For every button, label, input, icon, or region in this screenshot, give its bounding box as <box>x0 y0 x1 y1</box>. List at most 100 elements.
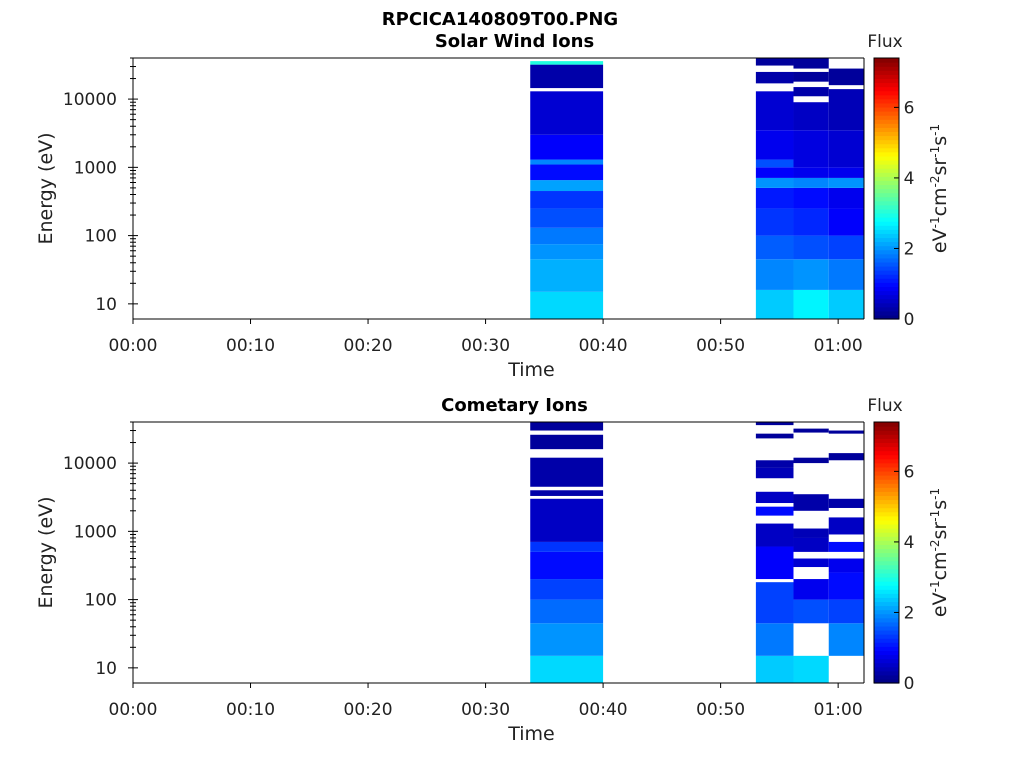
colorbar-segment <box>874 221 899 226</box>
colorbar-tick-label: 2 <box>904 603 915 623</box>
heatmap-cell <box>755 91 794 131</box>
x-tick-label: 00:20 <box>344 700 393 720</box>
heatmap-cell <box>530 551 604 580</box>
colorbar-segment <box>874 66 899 71</box>
colorbar-segment <box>874 58 899 63</box>
heatmap-cell <box>530 434 604 450</box>
colorbar-segment <box>874 438 899 443</box>
colorbar-tick-label: 6 <box>904 462 915 482</box>
heatmap-cell <box>530 259 604 292</box>
colorbar-segment <box>874 139 899 145</box>
heatmap-cell <box>793 167 829 178</box>
colorbar-segment <box>874 217 899 222</box>
colorbar-segment <box>874 184 899 190</box>
colorbar-segment <box>874 491 899 497</box>
heatmap-cell <box>530 61 604 65</box>
colorbar-segment <box>874 532 899 537</box>
heatmap-cell <box>793 259 829 290</box>
colorbar-segment <box>874 568 899 574</box>
x-tick-label: 00:10 <box>226 700 275 720</box>
colorbar-segment <box>874 499 899 505</box>
colorbar-segment <box>874 548 899 554</box>
colorbar-segment <box>874 564 899 570</box>
heatmap-cell <box>530 134 604 160</box>
heatmap-cell <box>530 623 604 656</box>
colorbar-segment <box>874 674 899 680</box>
colorbar-segment <box>874 176 899 181</box>
colorbar-segment <box>874 601 899 607</box>
colorbar-segment <box>874 86 899 92</box>
colorbar-segment <box>874 225 899 230</box>
heatmap-cell <box>793 87 829 97</box>
heatmap-cell <box>755 159 794 168</box>
y-axis-label: Energy (eV) <box>35 132 57 244</box>
heatmap-cell <box>755 58 794 66</box>
colorbar-segment <box>874 446 899 452</box>
colorbar-tick-label: 0 <box>904 674 915 694</box>
colorbar-segment <box>874 597 899 603</box>
heatmap-cell <box>530 541 604 552</box>
colorbar-segment <box>874 127 899 133</box>
colorbar-segment <box>874 483 899 488</box>
y-tick-label: 1000 <box>74 158 117 178</box>
colorbar-segment <box>874 442 899 448</box>
figure-title: RPCICA140809T00.PNG <box>382 9 618 30</box>
colorbar-segment <box>874 261 899 267</box>
colorbar-segment <box>874 188 899 194</box>
heatmap-cell <box>530 655 604 683</box>
colorbar-segment <box>874 503 899 509</box>
colorbar-segment <box>874 658 899 664</box>
colorbar-frame <box>873 57 900 320</box>
colorbar-segment <box>874 237 899 243</box>
heatmap-cell <box>755 130 794 160</box>
heatmap-cell <box>828 187 864 209</box>
heatmap-cell <box>755 167 794 178</box>
colorbar-segment <box>874 519 899 525</box>
colorbar-segment <box>874 434 899 439</box>
colorbar-segment <box>874 172 899 177</box>
heatmap-cell <box>530 457 604 487</box>
colorbar-segment <box>874 450 899 456</box>
heatmap-cell <box>755 187 794 209</box>
y-tick-label: 100 <box>85 227 117 247</box>
colorbar-segment <box>874 495 899 501</box>
heatmap-cell <box>793 130 829 168</box>
colorbar-segment <box>874 540 899 545</box>
colorbar-segment <box>874 290 899 296</box>
colorbar-segment <box>874 556 899 562</box>
colorbar-segment <box>874 143 899 149</box>
heatmap-cell <box>530 180 604 192</box>
x-tick-label: 00:00 <box>109 336 158 356</box>
heatmap-cell <box>793 655 829 683</box>
x-tick-label: 00:30 <box>461 700 510 720</box>
colorbar-segment <box>874 282 899 287</box>
y-tick-label: 10 <box>95 295 117 315</box>
colorbar-segment <box>874 310 899 316</box>
colorbar-segment <box>874 196 899 202</box>
colorbar-segment <box>874 102 899 108</box>
heatmap-cell <box>828 167 864 178</box>
colorbar-segment <box>874 430 899 435</box>
heatmap-cell <box>755 491 794 504</box>
heatmap-cell <box>828 130 864 168</box>
heatmap-cell <box>793 235 829 260</box>
heatmap-cell <box>530 498 604 542</box>
colorbar-segment <box>874 646 899 651</box>
colorbar-segment <box>874 306 899 312</box>
heatmap-cell <box>755 208 794 236</box>
heatmap-cell <box>755 582 794 624</box>
heatmap-cell <box>755 235 794 260</box>
colorbar-tick-label: 4 <box>904 169 915 189</box>
heatmap-cell <box>828 289 864 319</box>
colorbar-segment <box>874 62 899 67</box>
heatmap-cell <box>828 498 864 508</box>
heatmap-cell <box>828 208 864 236</box>
spectrogram-panel: Solar Wind Ions 10 100 1000 10000 00:00 00:10 0… <box>35 31 951 381</box>
colorbar-segment <box>874 466 899 472</box>
y-axis-label: Energy (eV) <box>35 496 57 608</box>
heatmap-cell <box>828 541 864 552</box>
colorbar-segment <box>874 462 899 468</box>
colorbar-segment <box>874 123 899 128</box>
heatmap-cell <box>828 599 864 624</box>
heatmap-cell <box>755 422 794 426</box>
